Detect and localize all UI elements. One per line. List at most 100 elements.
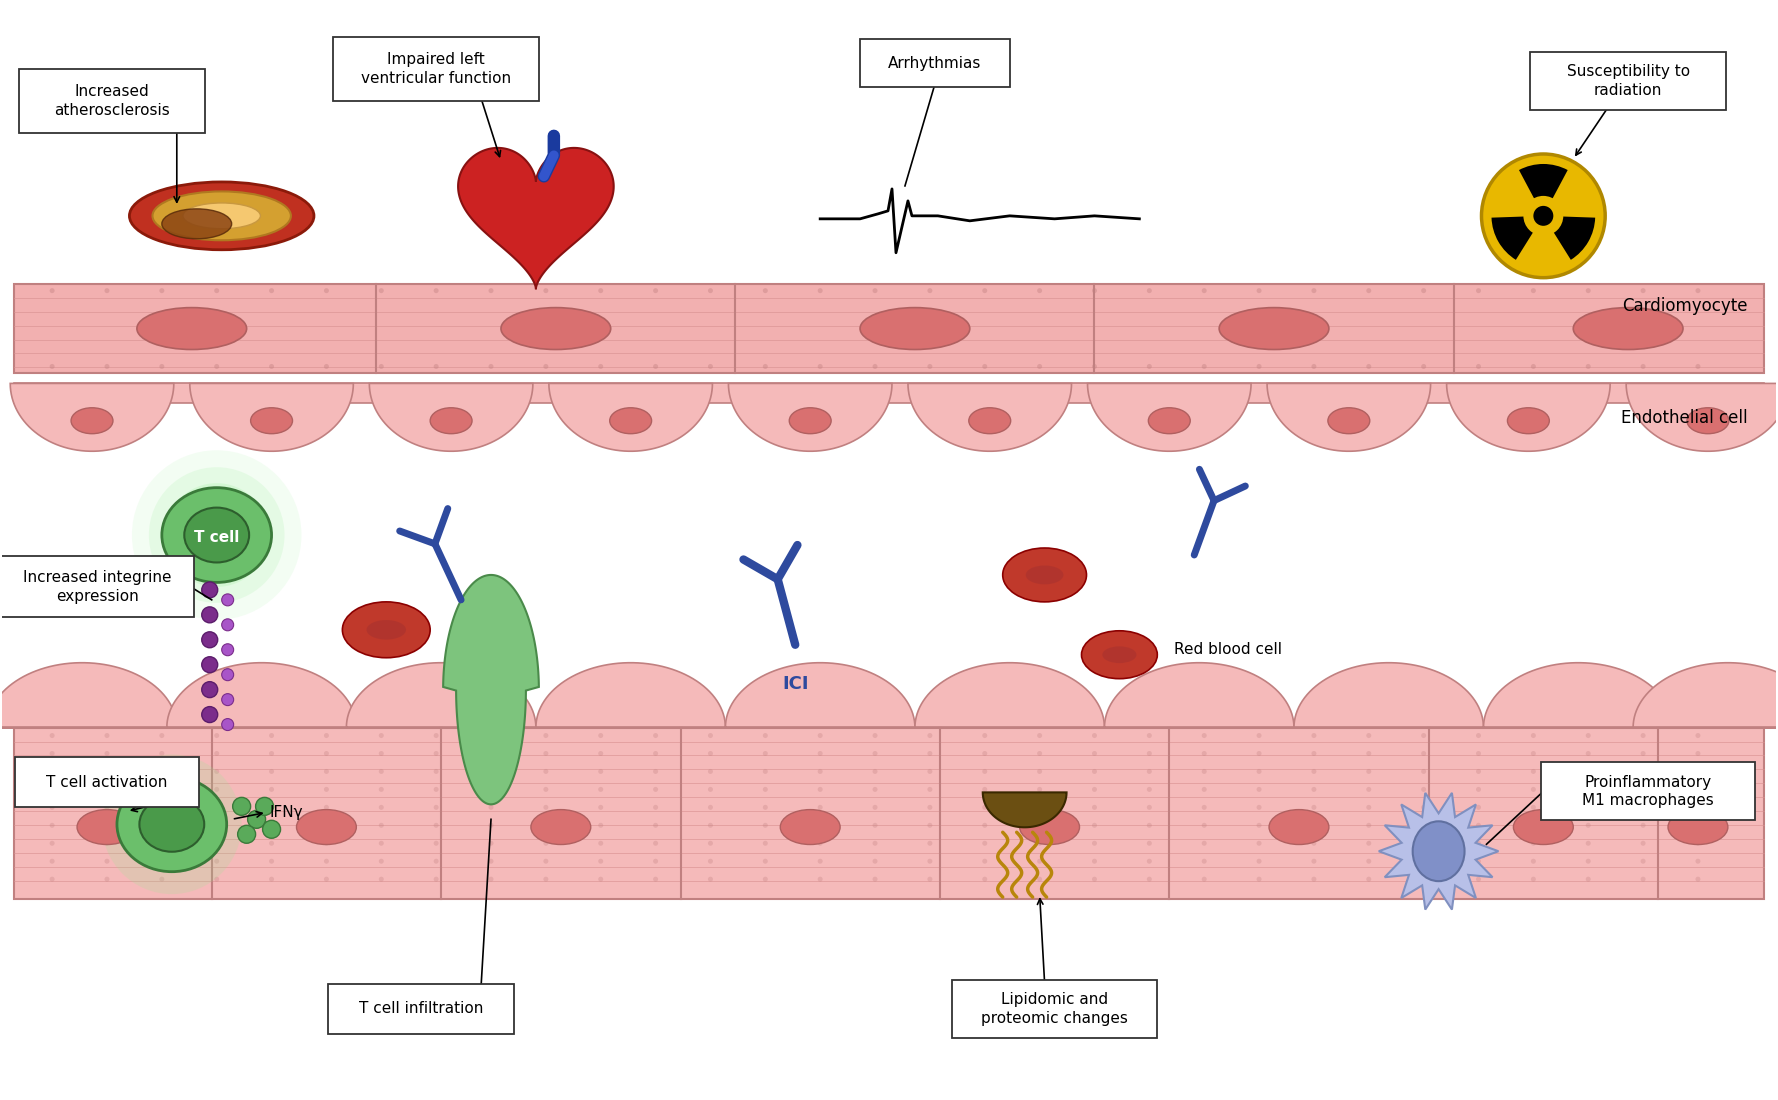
Circle shape <box>1586 786 1591 792</box>
Circle shape <box>1202 733 1207 738</box>
Circle shape <box>763 364 768 368</box>
Circle shape <box>818 769 823 774</box>
Polygon shape <box>0 662 176 727</box>
Circle shape <box>1366 769 1371 774</box>
FancyBboxPatch shape <box>859 40 1010 87</box>
FancyBboxPatch shape <box>329 983 514 1034</box>
Circle shape <box>981 840 987 846</box>
Circle shape <box>105 751 110 756</box>
Circle shape <box>213 786 219 792</box>
Circle shape <box>434 823 439 828</box>
Circle shape <box>981 364 987 368</box>
Text: Arrhythmias: Arrhythmias <box>889 56 981 70</box>
Circle shape <box>160 823 164 828</box>
Circle shape <box>50 786 55 792</box>
Circle shape <box>379 769 384 774</box>
Circle shape <box>160 877 164 882</box>
Circle shape <box>873 751 878 756</box>
Circle shape <box>50 859 55 864</box>
Circle shape <box>268 823 274 828</box>
Ellipse shape <box>71 408 114 433</box>
Circle shape <box>597 751 603 756</box>
Polygon shape <box>167 662 356 727</box>
Circle shape <box>981 805 987 810</box>
Circle shape <box>379 751 384 756</box>
Circle shape <box>434 805 439 810</box>
Circle shape <box>1202 859 1207 864</box>
Circle shape <box>1641 751 1646 756</box>
Circle shape <box>1202 288 1207 294</box>
Circle shape <box>222 718 233 730</box>
Circle shape <box>1696 840 1700 846</box>
Circle shape <box>1092 805 1097 810</box>
Circle shape <box>708 733 713 738</box>
Ellipse shape <box>1149 408 1189 433</box>
Polygon shape <box>347 662 535 727</box>
Circle shape <box>1531 733 1536 738</box>
Circle shape <box>1202 823 1207 828</box>
Circle shape <box>222 644 233 656</box>
Circle shape <box>268 769 274 774</box>
Circle shape <box>653 733 658 738</box>
Circle shape <box>1257 786 1262 792</box>
Circle shape <box>928 733 932 738</box>
Ellipse shape <box>1269 810 1328 845</box>
Circle shape <box>160 805 164 810</box>
Circle shape <box>1037 769 1042 774</box>
Circle shape <box>873 769 878 774</box>
Circle shape <box>873 859 878 864</box>
Circle shape <box>379 877 384 882</box>
Circle shape <box>1257 751 1262 756</box>
Circle shape <box>324 288 329 294</box>
FancyBboxPatch shape <box>334 37 539 101</box>
Circle shape <box>1312 288 1316 294</box>
Circle shape <box>213 733 219 738</box>
Circle shape <box>1312 751 1316 756</box>
Circle shape <box>50 288 55 294</box>
Circle shape <box>1476 859 1481 864</box>
Circle shape <box>160 769 164 774</box>
Circle shape <box>165 483 268 587</box>
Circle shape <box>434 877 439 882</box>
Circle shape <box>213 859 219 864</box>
Circle shape <box>1586 364 1591 368</box>
Circle shape <box>434 769 439 774</box>
Circle shape <box>1037 877 1042 882</box>
Circle shape <box>1092 288 1097 294</box>
Circle shape <box>981 751 987 756</box>
Circle shape <box>1092 769 1097 774</box>
Circle shape <box>708 364 713 368</box>
Circle shape <box>379 786 384 792</box>
Circle shape <box>1696 733 1700 738</box>
Circle shape <box>763 805 768 810</box>
Circle shape <box>324 877 329 882</box>
Circle shape <box>981 823 987 828</box>
Circle shape <box>763 733 768 738</box>
Circle shape <box>434 859 439 864</box>
Polygon shape <box>909 384 1072 451</box>
Polygon shape <box>1634 662 1778 727</box>
Circle shape <box>597 877 603 882</box>
Circle shape <box>324 751 329 756</box>
Circle shape <box>1147 769 1152 774</box>
Circle shape <box>873 288 878 294</box>
Circle shape <box>873 840 878 846</box>
Circle shape <box>1641 786 1646 792</box>
Circle shape <box>1257 877 1262 882</box>
Polygon shape <box>983 792 1067 827</box>
Ellipse shape <box>251 408 293 433</box>
Circle shape <box>1531 288 1536 294</box>
Circle shape <box>268 859 274 864</box>
Circle shape <box>105 733 110 738</box>
Circle shape <box>50 805 55 810</box>
Ellipse shape <box>781 810 841 845</box>
Circle shape <box>1257 859 1262 864</box>
Circle shape <box>1366 859 1371 864</box>
Circle shape <box>1586 877 1591 882</box>
Circle shape <box>1037 786 1042 792</box>
Circle shape <box>1092 840 1097 846</box>
Circle shape <box>489 859 494 864</box>
Circle shape <box>544 769 548 774</box>
Ellipse shape <box>861 308 969 350</box>
Text: Increased
atherosclerosis: Increased atherosclerosis <box>53 85 171 118</box>
